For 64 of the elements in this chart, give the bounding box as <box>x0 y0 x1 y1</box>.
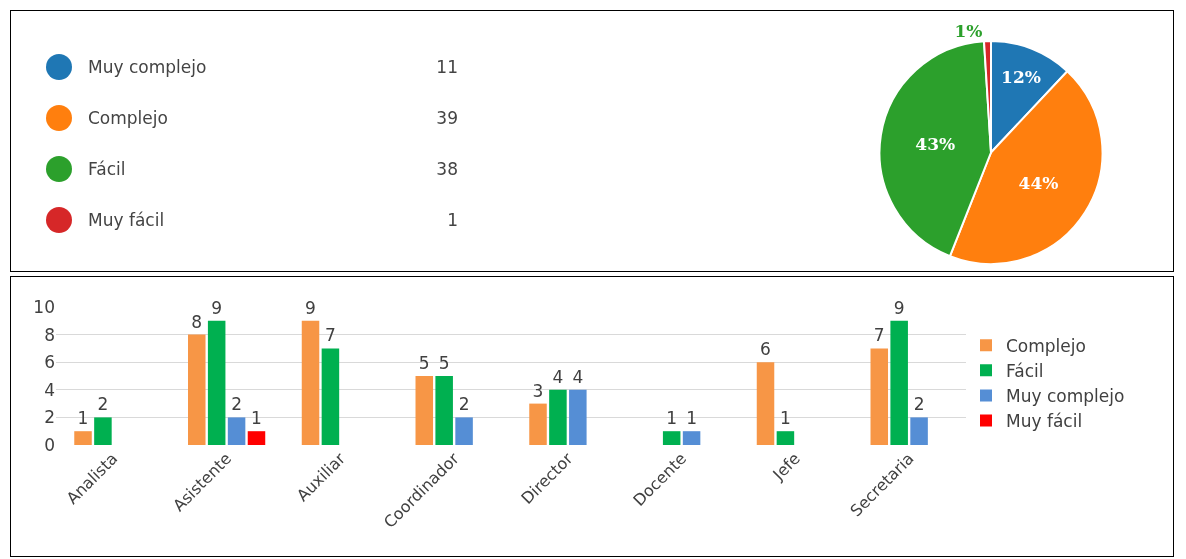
data-label: 6 <box>760 339 771 360</box>
data-label: 3 <box>532 380 544 401</box>
bar <box>890 320 908 445</box>
legend-label: Fácil <box>88 158 127 179</box>
data-label: 7 <box>873 325 885 346</box>
y-tick-label: 2 <box>44 407 55 428</box>
data-label: 9 <box>893 297 905 318</box>
data-label: 4 <box>572 366 584 387</box>
bar <box>415 376 434 445</box>
data-label: 1 <box>780 408 791 429</box>
data-label: 43% <box>915 133 956 154</box>
y-tick-label: 8 <box>44 324 55 345</box>
data-label: 5 <box>418 353 430 373</box>
data-label: 1% <box>954 21 983 42</box>
bar <box>776 431 795 445</box>
bar <box>94 417 112 445</box>
data-label: 5 <box>438 353 450 373</box>
legend-label: Muy fácil <box>88 209 166 230</box>
bar <box>870 348 889 445</box>
legend-label: Muy fácil <box>1006 411 1083 432</box>
data-label: 4 <box>552 366 564 387</box>
y-tick-label: 10 <box>33 296 55 317</box>
bar <box>549 389 567 445</box>
data-label: 2 <box>97 394 109 415</box>
legend-label: Fácil <box>1006 360 1044 381</box>
text: 39 <box>435 107 458 128</box>
bar <box>207 320 226 445</box>
bar <box>455 417 473 445</box>
y-tick-label: 4 <box>44 379 55 400</box>
data-label: 8 <box>191 311 203 332</box>
data-label: 9 <box>305 297 316 318</box>
data-label: 1 <box>666 408 678 429</box>
bar <box>247 431 266 445</box>
data-label: 2 <box>913 394 925 415</box>
legend-label: Muy complejo <box>1006 386 1125 407</box>
text: 38 <box>435 158 458 179</box>
legend-label: Muy complejo <box>88 56 208 77</box>
bar <box>756 362 775 445</box>
bar <box>301 320 320 445</box>
data-label: 12% <box>1001 66 1041 87</box>
y-tick-label: 6 <box>44 352 55 373</box>
data-label: 1 <box>77 408 89 429</box>
data-label: 44% <box>1018 172 1059 193</box>
bar <box>662 431 681 445</box>
bar <box>74 431 92 445</box>
legend-label: Complejo <box>88 107 169 128</box>
bar <box>188 334 206 445</box>
bar <box>910 417 928 445</box>
data-label: 1 <box>251 408 262 429</box>
text: 11 <box>435 56 458 77</box>
bar <box>227 417 246 445</box>
text: 1 <box>446 209 458 230</box>
data-label: 2 <box>231 394 242 415</box>
data-label: 2 <box>458 394 470 415</box>
bar <box>529 403 547 445</box>
legend-label: Complejo <box>1006 335 1086 356</box>
bar <box>682 431 701 445</box>
data-label: 9 <box>211 297 223 318</box>
data-label: 7 <box>325 325 336 346</box>
data-label: 1 <box>686 408 697 429</box>
bar <box>435 376 453 445</box>
y-tick-label: 0 <box>44 434 55 455</box>
bar <box>569 389 587 445</box>
bar <box>321 348 340 445</box>
